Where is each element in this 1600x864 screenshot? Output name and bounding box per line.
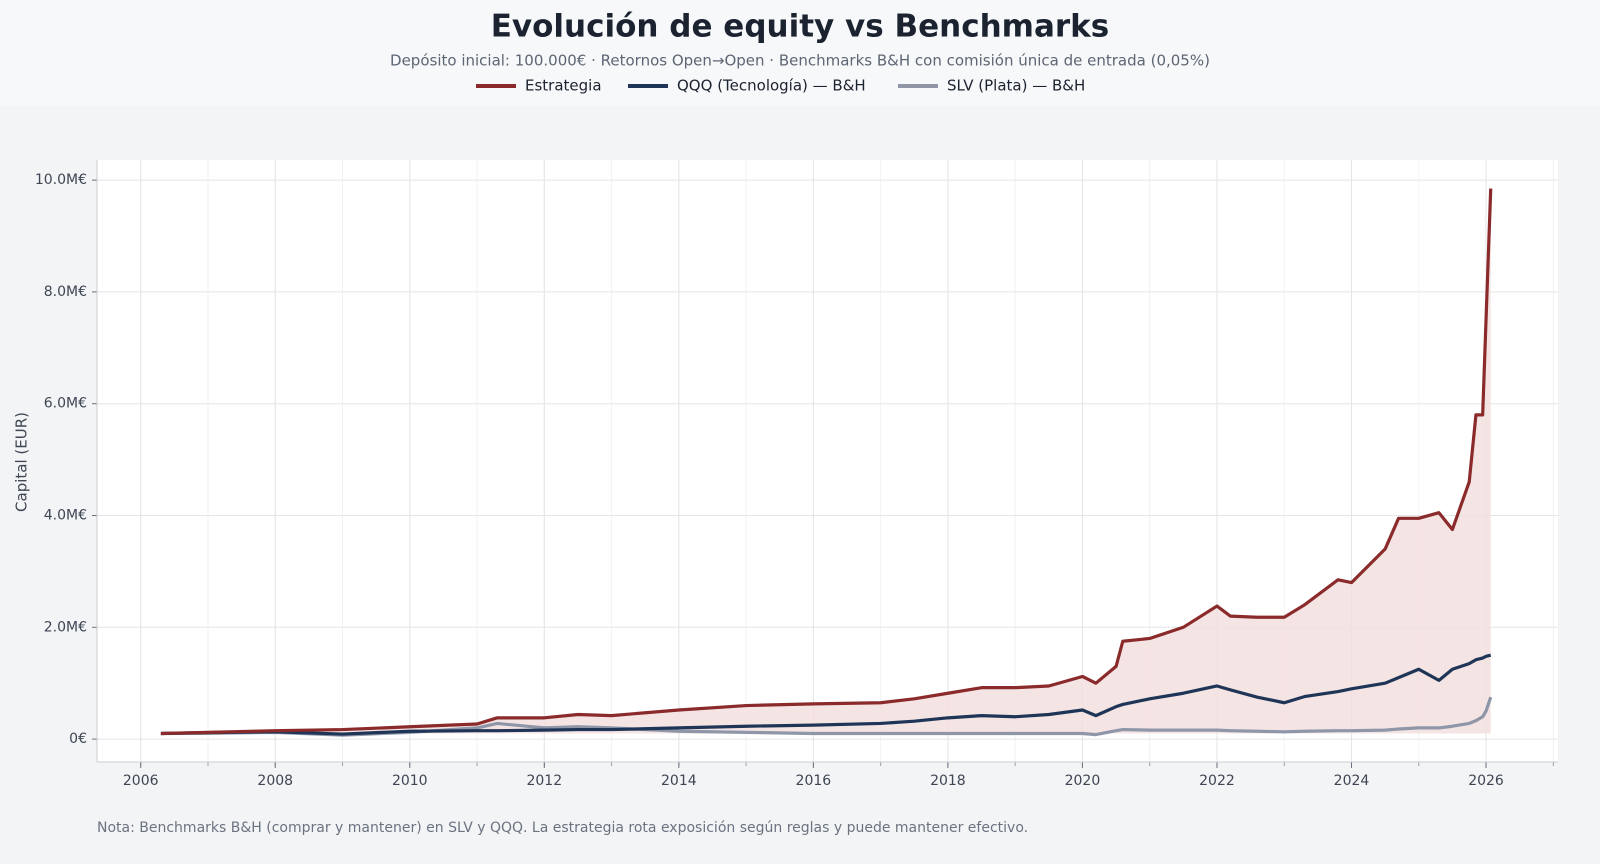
- x-tick-label: 2008: [257, 773, 293, 789]
- chart-title: Evolución de equity vs Benchmarks: [491, 9, 1109, 45]
- x-tick-label: 2022: [1199, 773, 1235, 789]
- area-fill: [160, 188, 1491, 734]
- series-line: [160, 653, 1492, 736]
- legend-label: Estrategia: [525, 77, 602, 95]
- y-tick-label: 10.0M€: [35, 172, 87, 188]
- legend: Estrategia QQQ (Tecnología) — B&H SLV (Pla…: [476, 77, 1085, 95]
- x-tick-label: 2010: [392, 773, 428, 789]
- x-tick-label: 2020: [1065, 773, 1101, 789]
- x-tick-label: 2014: [661, 773, 697, 789]
- x-tick-label: 2006: [123, 773, 159, 789]
- legend-label: QQQ (Tecnología) — B&H: [677, 77, 866, 95]
- series-line: [160, 696, 1493, 737]
- x-tick-label: 2026: [1468, 773, 1504, 789]
- y-tick-label: 4.0M€: [44, 507, 87, 523]
- x-tick-label: 2024: [1334, 773, 1370, 789]
- series-line: [160, 188, 1493, 736]
- y-tick-label: 6.0M€: [44, 396, 87, 412]
- y-axis-label: Capital (EUR): [13, 412, 31, 512]
- header-band: [0, 0, 1600, 106]
- y-tick-label: 2.0M€: [44, 619, 87, 635]
- note: Nota: Benchmarks B&H (comprar y mantener…: [97, 820, 1028, 836]
- legend-label: SLV (Plata) — B&H: [947, 77, 1085, 95]
- y-tick-label: 0€: [69, 731, 87, 747]
- y-tick-label: 8.0M€: [44, 284, 87, 300]
- x-tick-label: 2012: [526, 773, 562, 789]
- marks: [160, 188, 1493, 737]
- chart-subtitle: Depósito inicial: 100.000€ · Retornos Op…: [390, 52, 1210, 70]
- x-tick-label: 2018: [930, 773, 966, 789]
- x-tick-label: 2016: [796, 773, 832, 789]
